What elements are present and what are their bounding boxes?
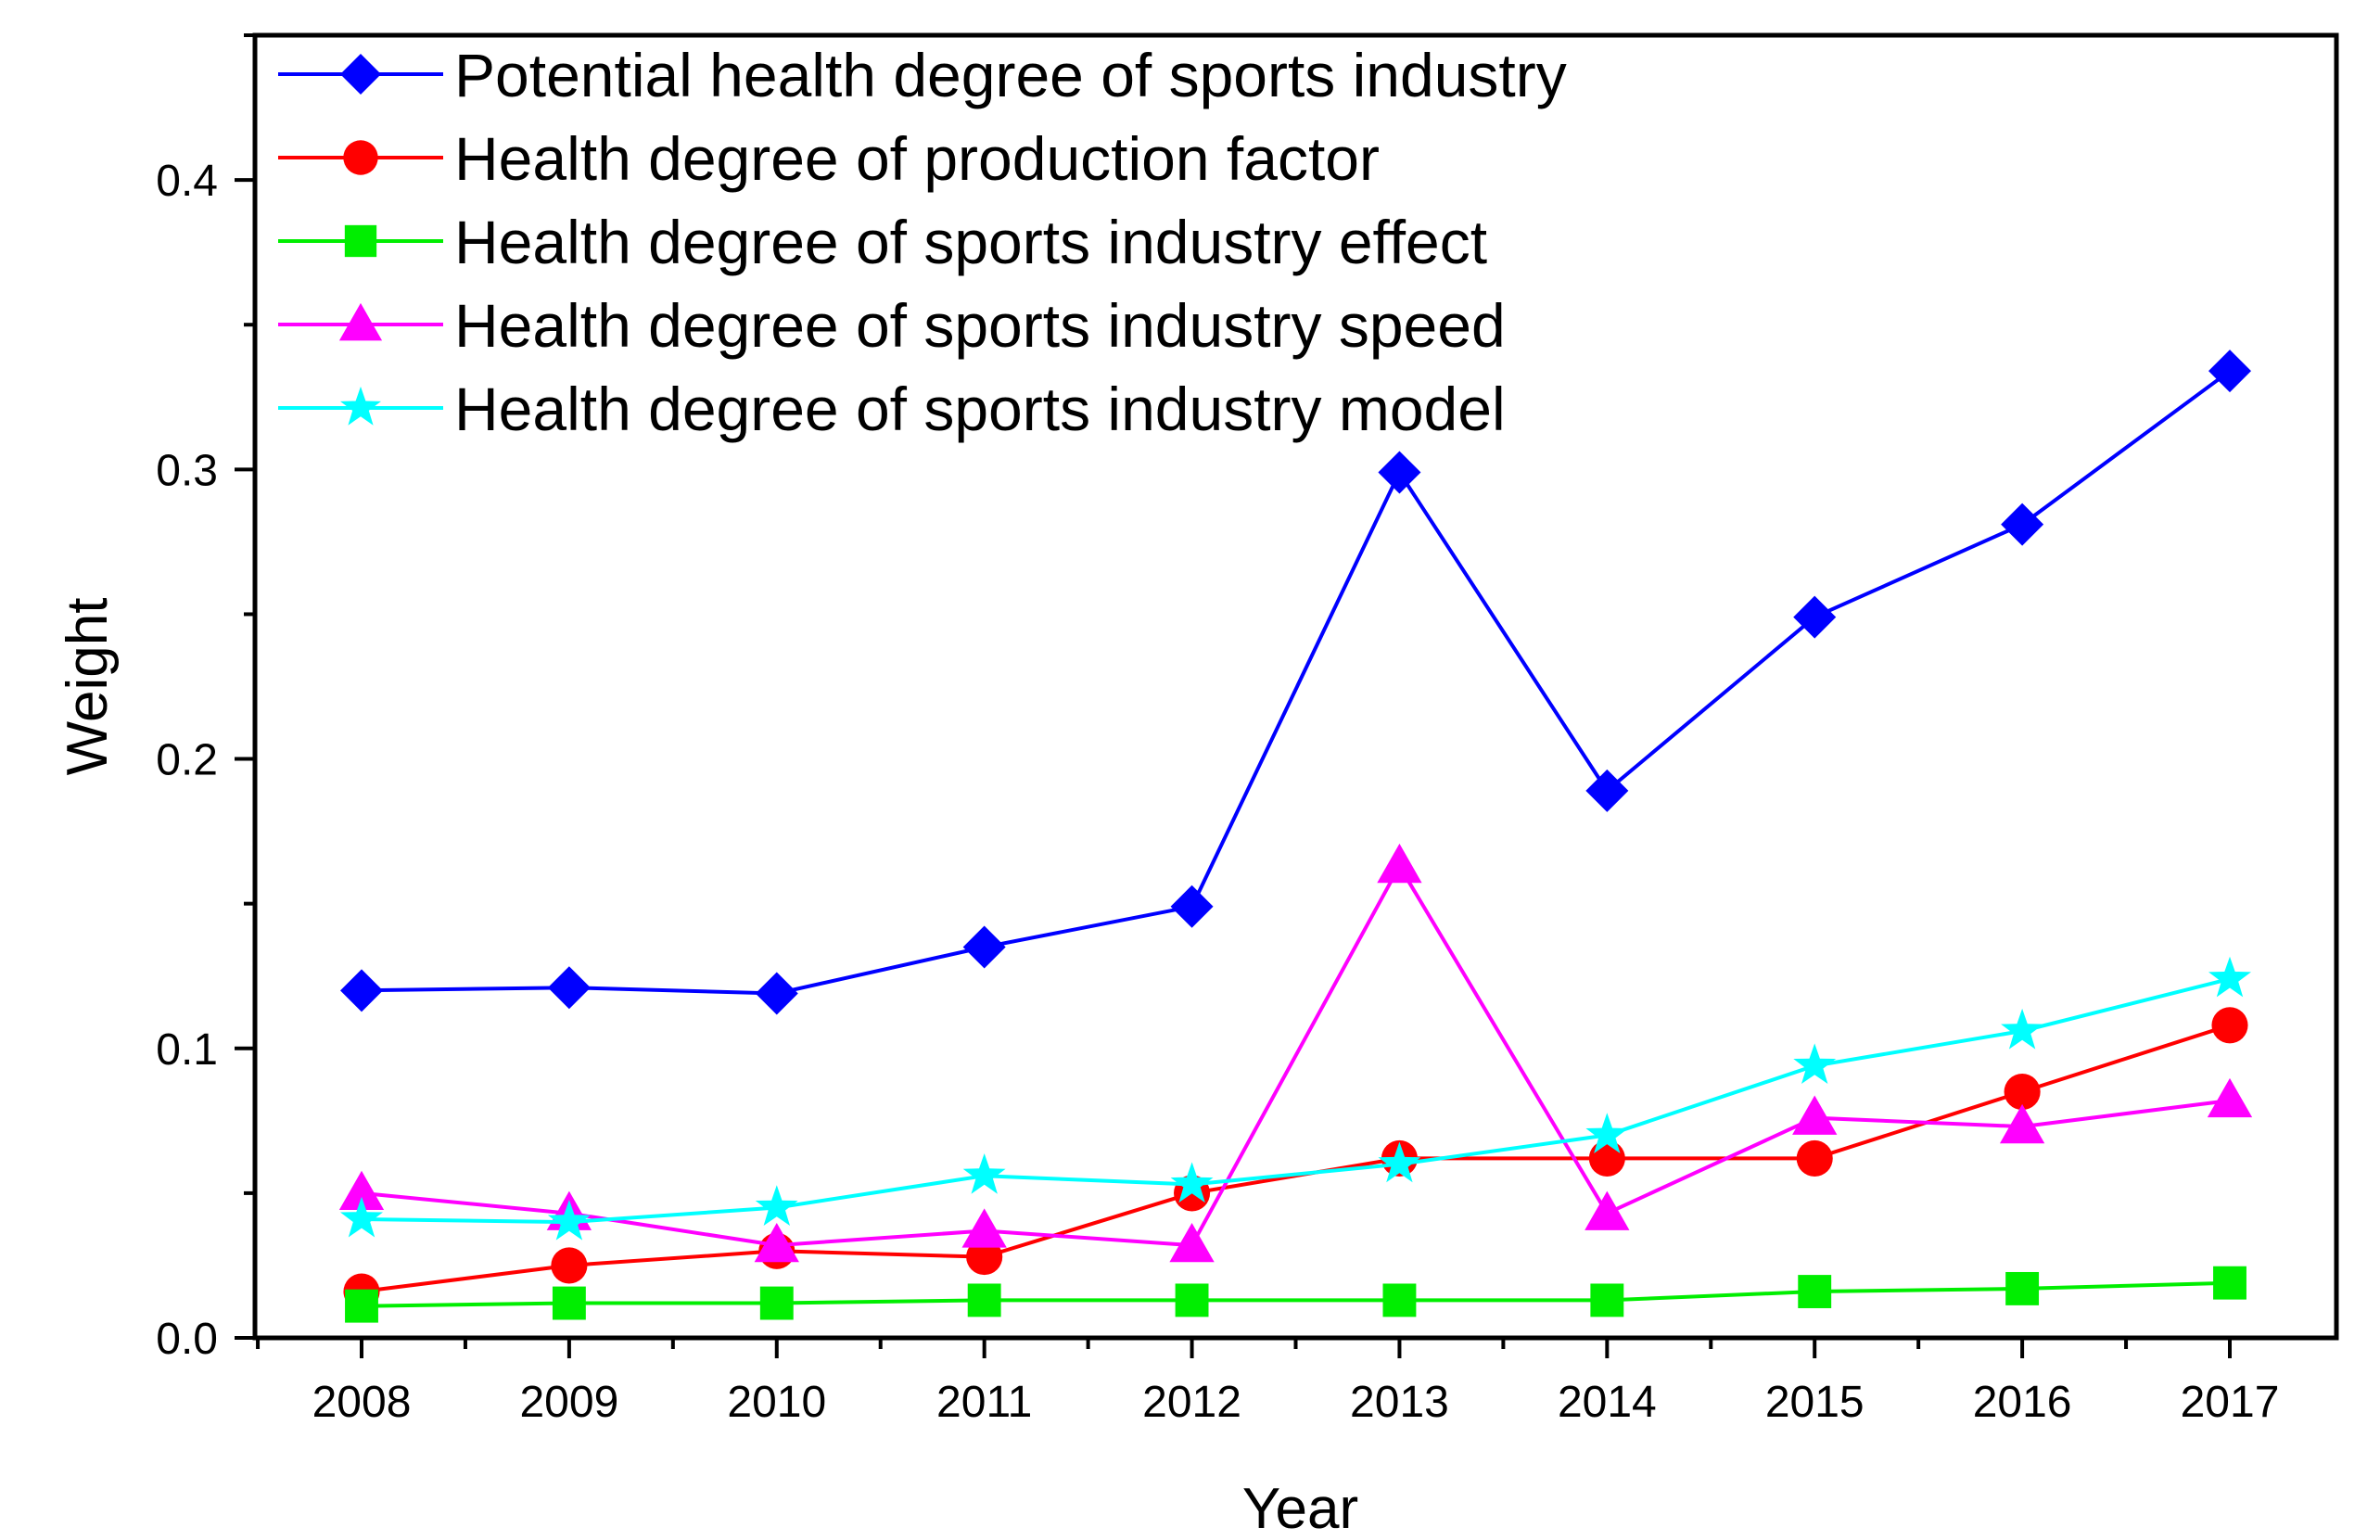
series-2-point [2211, 1007, 2248, 1044]
series-3 [345, 1266, 2246, 1323]
legend-swatch-marker [340, 54, 381, 95]
legend-swatch-marker [344, 224, 377, 258]
series-4-point [754, 1222, 799, 1263]
legend-swatch-marker [343, 140, 378, 175]
series-1-point [2208, 350, 2251, 393]
x-tick-label: 2010 [727, 1378, 826, 1427]
series-5-line [361, 976, 2231, 1225]
series-4-point [1999, 1103, 2045, 1144]
legend-item-5: Health degree of sports industry model [278, 375, 1506, 443]
x-tick-label: 2014 [1558, 1378, 1657, 1427]
y-axis-title: Weight [56, 598, 120, 776]
series-4-point [1169, 1222, 1215, 1263]
y-tick-label: 0.2 [156, 736, 218, 785]
legend-item-4: Health degree of sports industry speed [278, 291, 1506, 360]
y-tick-label: 0.3 [156, 446, 218, 495]
series-3-point [2005, 1271, 2040, 1305]
series-5 [340, 956, 2251, 1241]
legend-label: Health degree of sports industry speed [454, 291, 1506, 360]
legend-label: Health degree of sports industry model [454, 375, 1506, 443]
series-3-point [1382, 1283, 1417, 1317]
series-4-point [1585, 1190, 1630, 1230]
series-1-point [1793, 595, 1837, 639]
legend-item-3: Health degree of sports industry effect [278, 208, 1487, 276]
x-tick-label: 2008 [312, 1378, 412, 1427]
series-1-line [361, 369, 2232, 996]
legend-label: Health degree of sports industry effect [454, 208, 1487, 276]
series-5-point [340, 1196, 383, 1238]
x-tick-label: 2013 [1350, 1378, 1449, 1427]
series-2-point [551, 1247, 588, 1284]
x-axis-title: Year [1242, 1477, 1358, 1535]
series-1-point [1585, 769, 1629, 812]
series-5-point [755, 1185, 798, 1226]
y-tick-label: 0.0 [156, 1315, 218, 1364]
legend: Potential health degree of sports indust… [278, 41, 1567, 443]
series-2-point [966, 1239, 1003, 1276]
series-3-point [1175, 1283, 1209, 1317]
series-3-point [2213, 1266, 2246, 1300]
legend-item-2: Health degree of production factor [278, 124, 1380, 193]
series-4-point [1377, 843, 1422, 884]
series-2-point [1588, 1139, 1625, 1177]
legend-swatch-marker [340, 386, 381, 426]
series-1-point [962, 925, 1006, 969]
series-4-point [1792, 1095, 1838, 1135]
x-tick-label: 2016 [1973, 1378, 2072, 1427]
series-1 [340, 350, 2251, 1015]
series-2-point [2004, 1074, 2041, 1111]
series-1-point [755, 972, 798, 1015]
series-4-line [361, 862, 2231, 1248]
series-5-point [547, 1200, 591, 1241]
x-tick-label: 2015 [1765, 1378, 1865, 1427]
series-5-point [1378, 1141, 1421, 1183]
series-4-point [338, 1170, 385, 1211]
series-5-point [2001, 1008, 2044, 1050]
x-tick-label: 2009 [519, 1378, 618, 1427]
x-tick-label: 2011 [936, 1378, 1032, 1427]
legend-label: Potential health degree of sports indust… [454, 41, 1567, 109]
series-1-point [1378, 451, 1421, 494]
series-5-point [1170, 1162, 1214, 1203]
series-4-point [961, 1208, 1007, 1248]
series-4-point [2207, 1077, 2253, 1118]
x-tick-label: 2017 [2181, 1378, 2280, 1427]
x-tick-label: 2012 [1142, 1378, 1241, 1427]
series-1-point [1170, 885, 1214, 928]
series-5-point [1585, 1113, 1629, 1153]
series-2-point [1796, 1139, 1833, 1177]
series-2-line [361, 1023, 2231, 1293]
series-3-point [1590, 1283, 1624, 1317]
legend-label: Health degree of production factor [454, 124, 1380, 193]
series-3-point [1798, 1275, 1832, 1308]
series-4 [338, 843, 2253, 1263]
series-3-point [345, 1289, 378, 1323]
series-1-point [340, 969, 383, 1012]
y-tick-label: 0.4 [156, 157, 218, 206]
axes: 0.0 0.1 0.2 0.3 0.4 2008 2009 2010 2011 2012 2013 2… [156, 32, 2339, 1427]
legend-item-1: Potential health degree of sports indust… [278, 41, 1567, 109]
series-5-point [962, 1153, 1006, 1194]
y-tick-label: 0.1 [156, 1025, 218, 1075]
series-5-point [2208, 956, 2251, 998]
series-1-point [547, 966, 591, 1010]
legend-swatch-marker [338, 302, 383, 341]
series-5-point [1793, 1043, 1837, 1084]
series-3-point [967, 1283, 1001, 1317]
series-1-point [2001, 503, 2044, 546]
plot-area [338, 350, 2253, 1323]
series-3-line [361, 1280, 2231, 1308]
series-3-point [552, 1286, 586, 1320]
series-3-point [759, 1286, 794, 1320]
